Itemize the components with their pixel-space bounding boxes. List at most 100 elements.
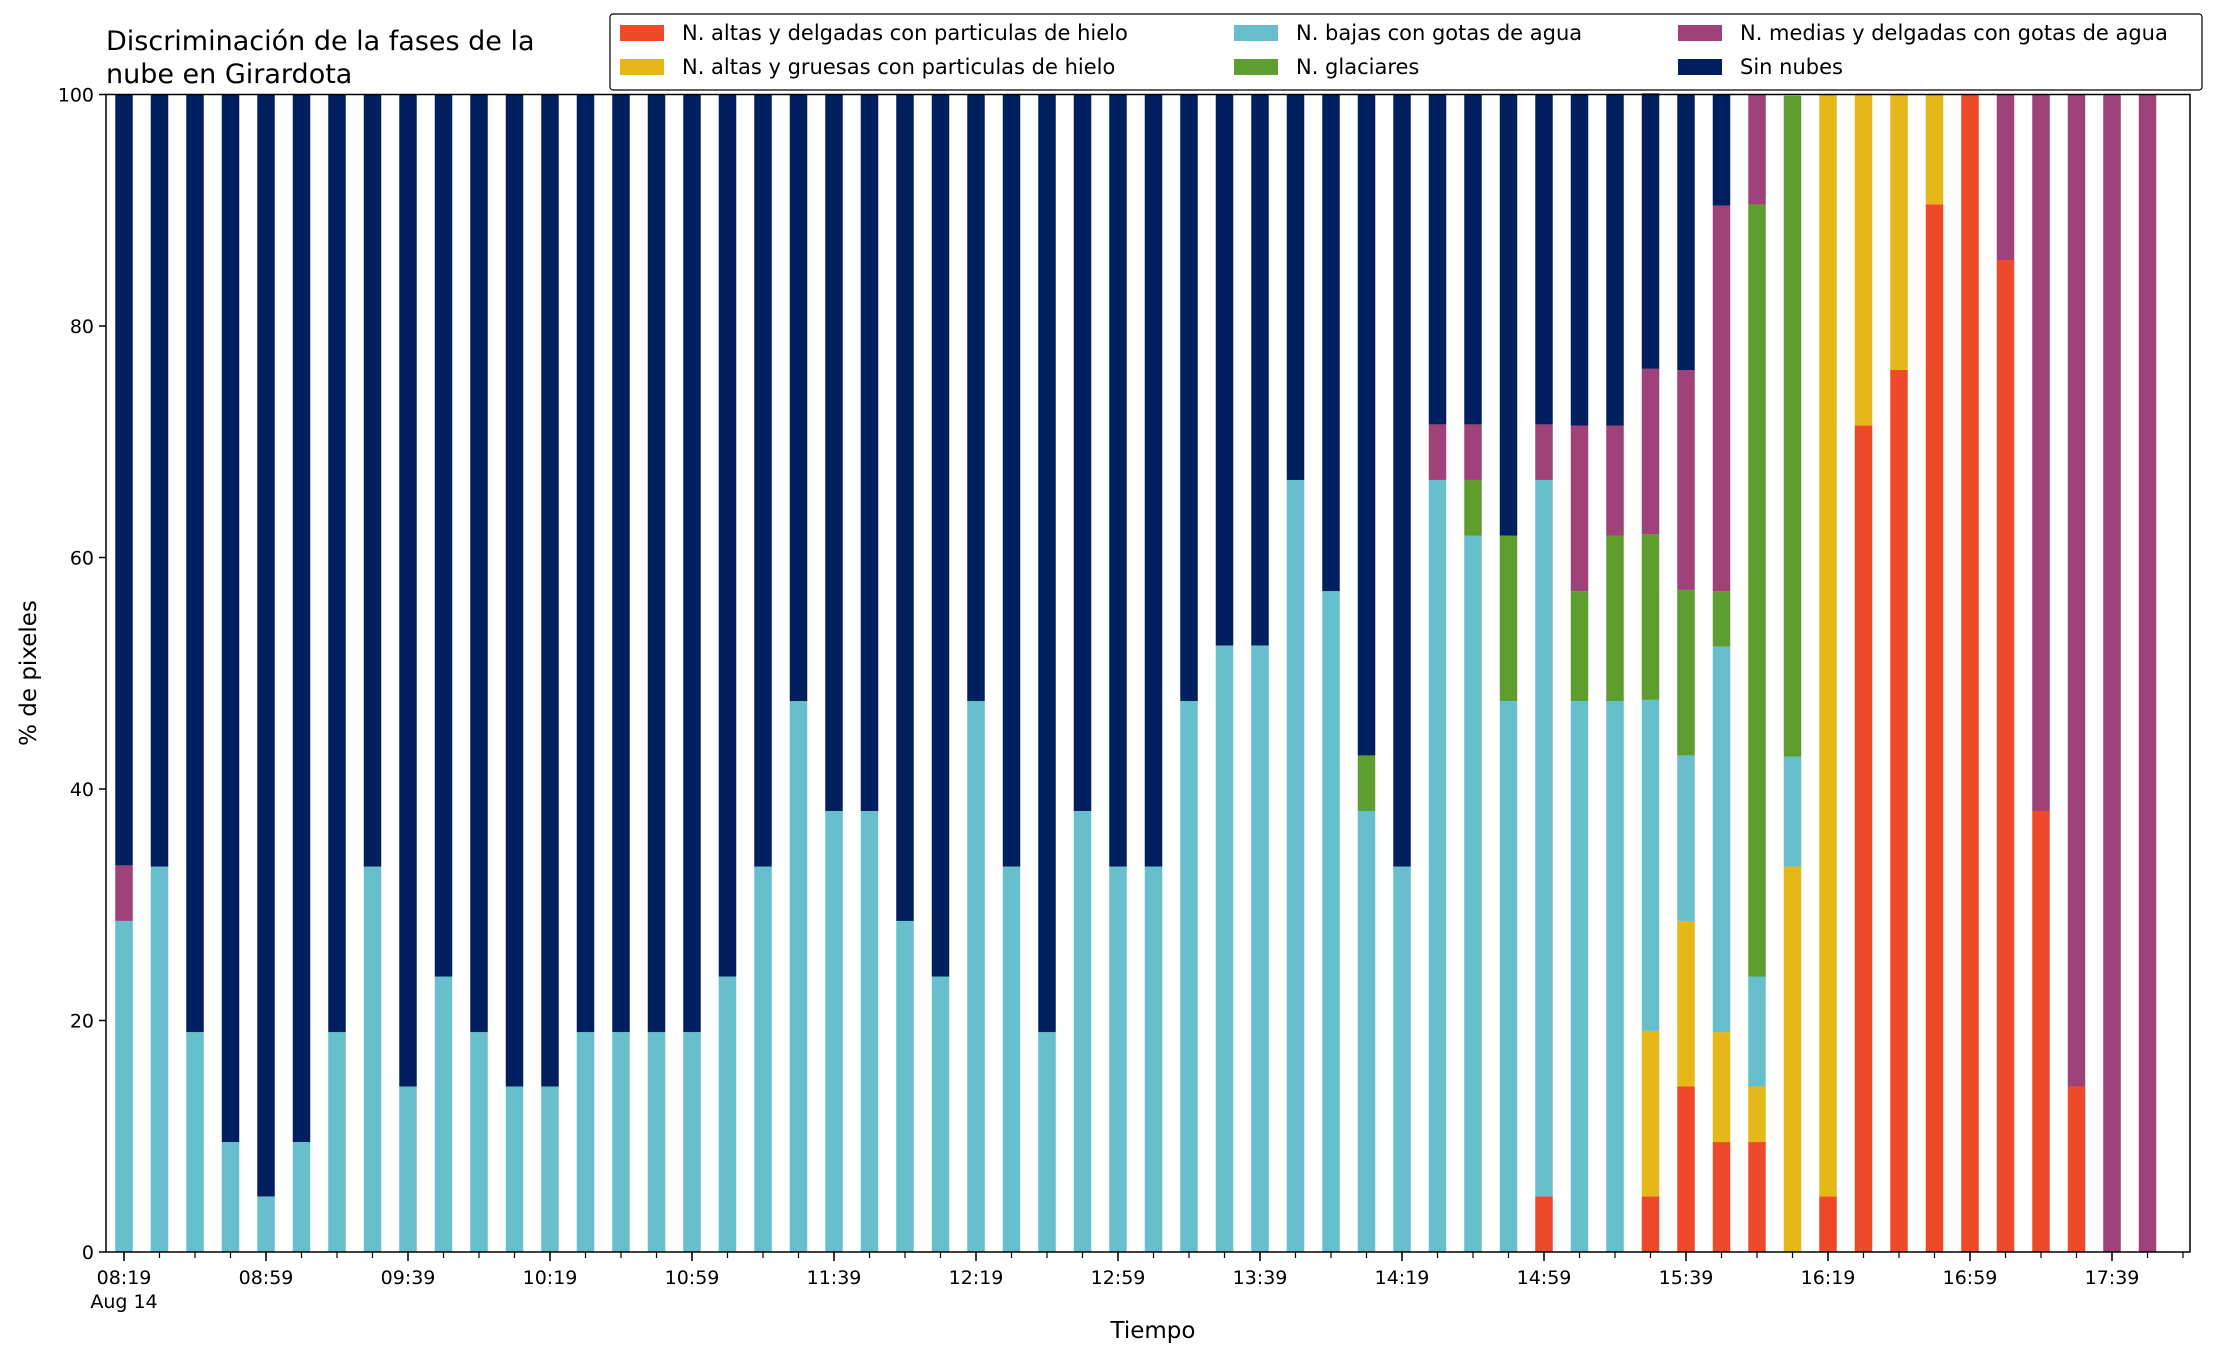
bar-segment-3-35 [1357,755,1376,811]
bar-segment-4-44 [1677,369,1695,590]
bar-segment-5-39 [1499,94,1518,536]
legend-label-4: N. medias y delgadas con gotas de agua [1740,21,2168,45]
bar-segment-2-21 [860,810,879,1252]
bar-segment-2-31 [1215,645,1234,1252]
bar-segment-0-55 [2067,1086,2086,1252]
bar-segment-5-4 [257,94,275,1197]
bar-segment-2-25 [1002,866,1021,1252]
x-tick-label: 17:39 [2085,1267,2140,1289]
bar-segment-5-40 [1535,94,1553,425]
y-tick-label: 40 [70,779,94,801]
bar-segment-0-53 [1996,260,2015,1252]
bar-segment-5-44 [1677,94,1695,370]
bar-segment-5-42 [1606,94,1624,426]
bar-segment-1-49 [1854,94,1873,426]
bar-segment-5-41 [1570,94,1589,426]
bar-segment-0-45 [1712,1142,1731,1252]
bar-segment-5-26 [1038,94,1056,1033]
bar-segment-5-25 [1002,94,1021,867]
bar-segment-2-27 [1073,810,1092,1252]
bar-segment-5-18 [754,94,772,867]
legend-label-2: N. bajas con gotas de agua [1296,21,1582,45]
legend-swatch-0 [620,25,664,41]
x-tick-label: 10:19 [523,1267,578,1289]
bar-segment-2-11 [505,1086,524,1252]
legend-frame [609,13,2203,91]
x-tick-label: 13:39 [1233,1267,1288,1289]
x-tick-sublabel: Aug 14 [90,1291,157,1313]
bar-segment-5-21 [860,94,879,811]
bar-segment-1-43 [1641,1030,1660,1197]
x-tick-label: 16:59 [1943,1267,1998,1289]
bar-segment-5-22 [896,94,914,921]
bar-segment-2-41 [1570,701,1589,1252]
bar-segment-0-48 [1819,1196,1837,1252]
bar-layer [115,93,2157,1253]
bar-segment-3-39 [1499,535,1518,702]
x-tick-label: 10:59 [665,1267,720,1289]
chart-title-line-1: Discriminación de la fases de la [106,26,535,57]
bar-segment-5-20 [825,94,843,811]
bar-segment-5-16 [683,94,701,1033]
bar-segment-0-40 [1535,1196,1553,1252]
bar-segment-2-17 [718,976,737,1252]
bar-segment-2-7 [363,866,382,1252]
bar-segment-5-35 [1357,94,1376,756]
bar-segment-2-39 [1499,701,1518,1252]
legend-swatch-5 [1678,59,1722,75]
bar-segment-5-28 [1109,94,1127,867]
y-tick-label: 80 [70,316,94,338]
bar-segment-5-7 [363,94,382,867]
bar-segment-1-46 [1748,1086,1766,1143]
bar-segment-2-35 [1357,810,1376,1252]
legend-swatch-2 [1234,25,1278,41]
bar-segment-5-23 [931,94,950,977]
bar-segment-5-30 [1180,94,1198,702]
bar-segment-2-36 [1393,866,1411,1252]
bar-segment-5-12 [541,94,559,1087]
bar-segment-5-10 [470,94,488,1033]
bar-segment-5-5 [292,94,311,1143]
bar-segment-3-41 [1570,591,1589,702]
y-axis: 0 20 40 60 80 100 [58,85,106,1264]
bar-segment-5-2 [186,94,204,1033]
bar-segment-5-19 [789,94,808,702]
bar-segment-5-13 [576,94,595,1033]
legend-label-0: N. altas y delgadas con particulas de hi… [682,21,1128,45]
bar-segment-2-23 [931,976,950,1252]
bar-segment-5-33 [1286,94,1305,480]
legend-swatch-4 [1678,25,1722,41]
bar-segment-2-6 [328,1032,346,1252]
bar-segment-2-30 [1180,701,1198,1252]
bar-segment-2-38 [1464,535,1482,1252]
bar-segment-0-51 [1925,204,1944,1253]
bar-segment-5-36 [1393,94,1411,867]
bar-segment-3-46 [1748,204,1766,977]
bar-segment-1-51 [1925,94,1944,205]
x-axis-label: Tiempo [1110,1318,1196,1344]
legend-swatch-3 [1234,59,1278,75]
bar-segment-5-24 [967,94,985,702]
chart-title-line-2: nube en Girardota [106,59,352,90]
x-tick-label: 16:19 [1801,1267,1856,1289]
legend-label-1: N. altas y gruesas con particulas de hie… [682,55,1115,79]
bar-segment-2-46 [1748,976,1766,1087]
bar-segment-4-0 [115,865,133,921]
bar-segment-2-28 [1109,866,1127,1252]
bar-segment-5-15 [647,94,666,1033]
bar-segment-5-37 [1428,94,1447,425]
bar-segment-0-52 [1961,94,1979,1252]
bar-segment-2-34 [1322,591,1340,1252]
bar-segment-2-10 [470,1032,488,1252]
chart-title: Discriminación de la fases de la nube en… [106,26,543,90]
bar-segment-3-43 [1641,534,1660,700]
bar-segment-2-40 [1535,479,1553,1197]
y-tick-label: 0 [82,1242,94,1264]
bar-segment-5-3 [221,94,240,1143]
bar-segment-4-42 [1606,425,1624,536]
bar-segment-0-46 [1748,1142,1766,1252]
bar-segment-2-15 [647,1032,666,1252]
bar-segment-5-8 [399,94,417,1087]
bar-segment-4-41 [1570,425,1589,592]
